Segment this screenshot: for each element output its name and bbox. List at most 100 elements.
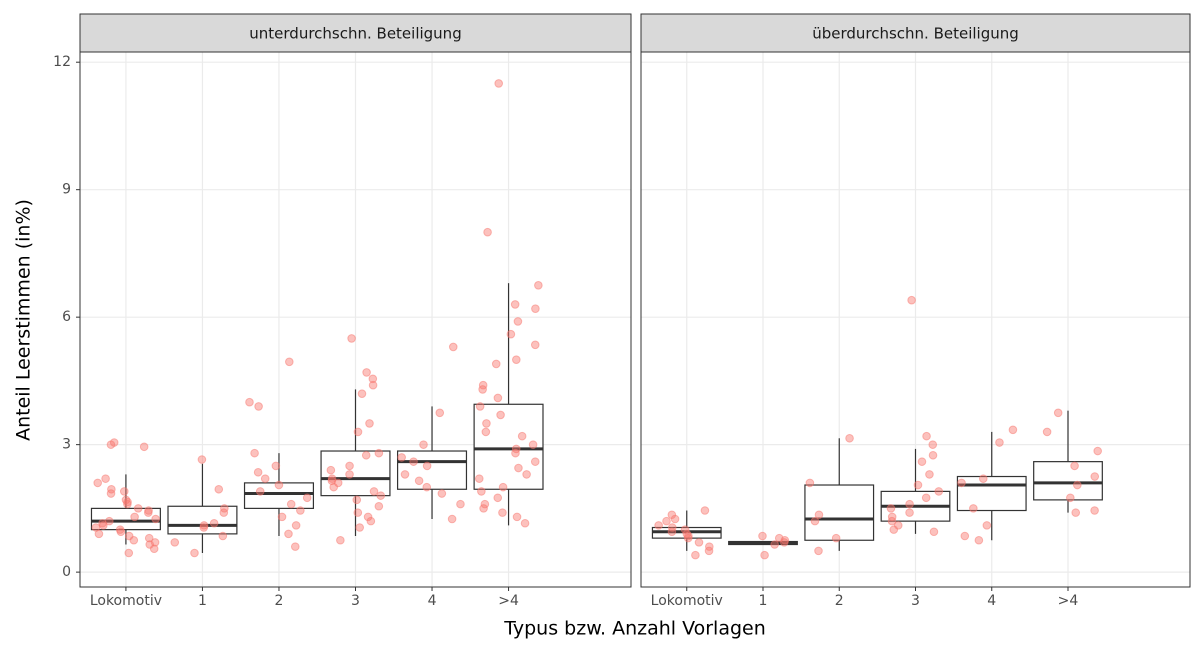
point xyxy=(969,504,978,513)
point xyxy=(925,470,934,479)
point xyxy=(1070,461,1079,471)
point xyxy=(363,512,373,522)
point xyxy=(917,457,927,466)
point xyxy=(498,508,507,517)
x-tick-label: 1 xyxy=(198,593,207,609)
point xyxy=(493,393,503,403)
point xyxy=(170,538,180,547)
point xyxy=(302,493,312,503)
point xyxy=(422,482,432,492)
point xyxy=(376,491,386,500)
x-tick-label: 2 xyxy=(275,593,284,609)
point xyxy=(355,523,365,532)
point xyxy=(124,548,134,558)
box xyxy=(956,475,1027,512)
point xyxy=(974,535,984,545)
point xyxy=(929,527,939,537)
panel-border xyxy=(640,51,1191,588)
strip-label: überdurchschn. Beteiligung xyxy=(812,25,1019,43)
point xyxy=(511,448,520,458)
point xyxy=(831,533,841,543)
point xyxy=(145,540,155,549)
x-axis-title: Typus bzw. Anzahl Vorlagen xyxy=(503,618,766,640)
strip-label: unterdurchschn. Beteiligung xyxy=(249,25,461,43)
point xyxy=(149,544,159,554)
x-tick-label: 4 xyxy=(987,593,996,609)
x-tick-label: 2 xyxy=(835,593,844,609)
point xyxy=(887,516,897,526)
y-tick-label: 0 xyxy=(62,564,71,580)
point xyxy=(260,474,270,483)
point xyxy=(530,457,540,466)
point xyxy=(214,484,224,494)
point xyxy=(805,478,815,488)
point xyxy=(109,438,119,447)
point xyxy=(143,508,153,517)
y-tick-label: 6 xyxy=(62,309,71,325)
point xyxy=(913,480,923,490)
point xyxy=(397,453,406,462)
point xyxy=(779,538,789,547)
y-tick-label: 12 xyxy=(53,54,71,70)
y-tick-label: 9 xyxy=(62,182,71,198)
point xyxy=(475,402,485,411)
panel-border xyxy=(79,51,632,588)
x-tick-label: Lokomotiv xyxy=(651,593,723,609)
point xyxy=(129,535,139,545)
point xyxy=(978,474,988,483)
point xyxy=(893,521,903,530)
x-tick-label: Lokomotiv xyxy=(90,593,162,609)
point xyxy=(683,533,693,543)
y-tick-label: 3 xyxy=(62,437,71,453)
point xyxy=(357,389,367,398)
point xyxy=(479,504,488,513)
point xyxy=(437,489,447,498)
point xyxy=(528,440,538,449)
point xyxy=(345,461,354,471)
point xyxy=(934,487,944,496)
point xyxy=(1090,506,1099,515)
point xyxy=(414,476,424,486)
point xyxy=(481,427,491,437)
point xyxy=(691,550,700,560)
point xyxy=(255,487,265,496)
point xyxy=(845,433,854,443)
point xyxy=(700,506,710,515)
point xyxy=(286,499,296,509)
point xyxy=(284,529,293,539)
point xyxy=(365,419,374,428)
point xyxy=(510,300,520,309)
point xyxy=(366,516,376,526)
x-tick-label: 1 xyxy=(759,593,768,609)
point xyxy=(478,385,487,394)
point xyxy=(101,474,110,483)
point xyxy=(694,538,704,547)
point xyxy=(139,442,149,452)
point xyxy=(250,448,259,458)
point xyxy=(662,516,671,526)
box xyxy=(396,450,468,490)
point xyxy=(957,478,966,488)
point xyxy=(93,478,102,488)
point xyxy=(409,457,418,466)
point xyxy=(482,419,491,428)
point xyxy=(123,499,132,509)
point xyxy=(995,438,1004,447)
point xyxy=(296,506,305,515)
point xyxy=(119,487,129,496)
point xyxy=(1093,446,1102,456)
point xyxy=(770,540,779,549)
point xyxy=(327,476,337,486)
point xyxy=(921,493,931,503)
point xyxy=(907,295,916,305)
y-axis-title: Anteil Leerstimmen (in%) xyxy=(13,199,35,441)
point xyxy=(928,450,938,460)
point xyxy=(106,489,116,498)
point xyxy=(190,548,199,558)
point xyxy=(448,342,458,352)
point xyxy=(760,550,769,560)
x-tick-label: 4 xyxy=(428,593,437,609)
point xyxy=(506,329,516,339)
point xyxy=(362,368,371,377)
